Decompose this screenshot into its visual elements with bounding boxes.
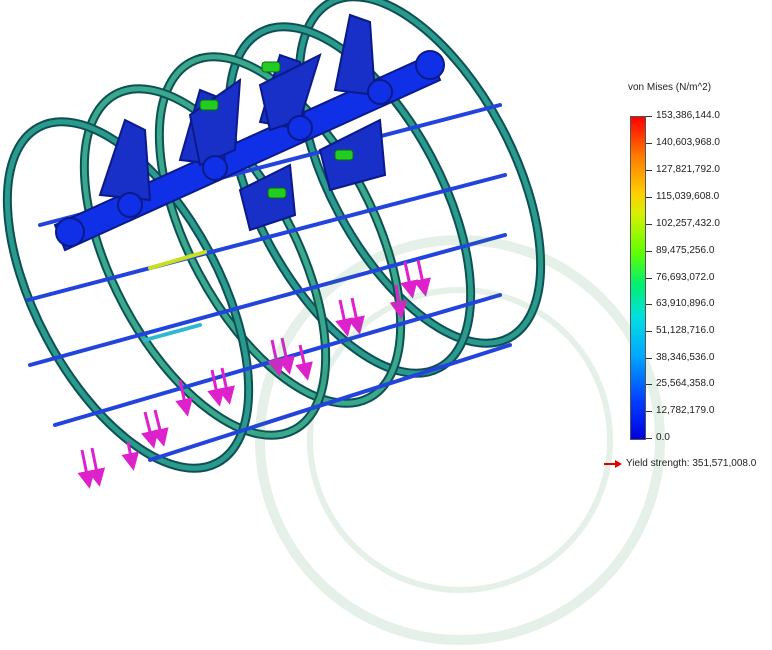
- legend-value: 0.0: [656, 432, 670, 443]
- legend-value: 51,128,716.0: [656, 325, 715, 336]
- legend-tick: [646, 358, 652, 359]
- legend-tick: [646, 224, 652, 225]
- legend-value: 89,475,256.0: [656, 245, 715, 256]
- stress-legend: von Mises (N/m^2) 153,386,144.0 140,603,…: [604, 78, 772, 498]
- legend-value: 25,564,358.0: [656, 378, 715, 389]
- legend-tick: [646, 251, 652, 252]
- legend-value: 140,603,968.0: [656, 137, 720, 148]
- legend-tick: [646, 384, 652, 385]
- legend-tick: [646, 170, 652, 171]
- legend-value: 127,821,792.0: [656, 164, 720, 175]
- yield-arrow-icon: [604, 459, 622, 468]
- legend-tick: [646, 143, 652, 144]
- stress-model-viewport: [2, 0, 546, 489]
- yield-strength-row: Yield strength: 351,571,008.0: [604, 458, 756, 469]
- legend-value: 38,346,536.0: [656, 352, 715, 363]
- legend-value: 102,257,432.0: [656, 218, 720, 229]
- legend-title: von Mises (N/m^2): [628, 82, 712, 93]
- watermark-seal: [255, 235, 665, 645]
- shaft-assembly: [53, 13, 445, 252]
- color-scale-bar: [630, 116, 646, 440]
- bolt-icon: [199, 61, 354, 199]
- legend-value: 12,782,179.0: [656, 405, 715, 416]
- legend-value: 63,910,896.0: [656, 298, 715, 309]
- legend-tick: [646, 331, 652, 332]
- legend-value: 76,693,072.0: [656, 272, 715, 283]
- legend-tick: [646, 197, 652, 198]
- legend-tick: [646, 411, 652, 412]
- load-arrow-icon: [77, 259, 431, 489]
- legend-tick: [646, 438, 652, 439]
- legend-tick: [646, 116, 652, 117]
- legend-value: 153,386,144.0: [656, 110, 720, 121]
- legend-value: 115,039,608.0: [656, 191, 720, 202]
- legend-tick: [646, 278, 652, 279]
- legend-tick: [646, 304, 652, 305]
- yield-strength-label: Yield strength: 351,571,008.0: [626, 458, 757, 469]
